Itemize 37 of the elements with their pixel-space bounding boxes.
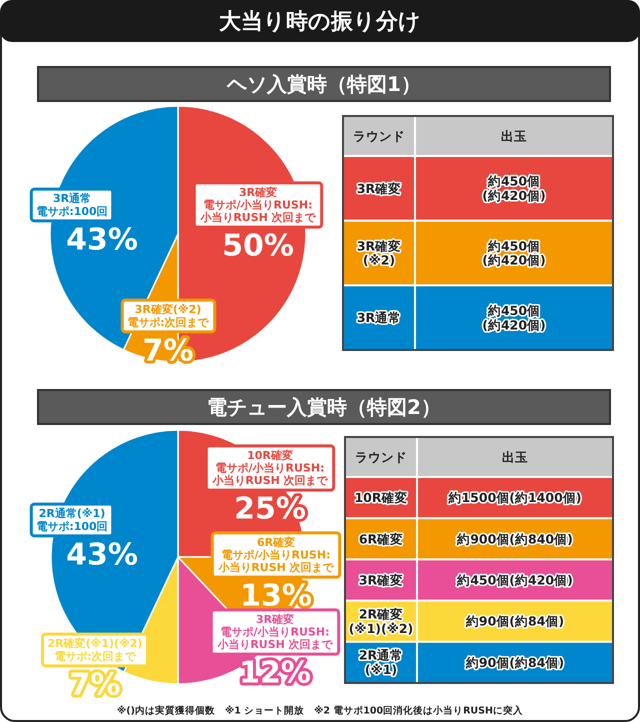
slice-label: 3R確変電サポ/小当りRUSH:小当りRUSH 次回まで	[216, 612, 334, 652]
text: 約1500個(約1400個)	[447, 490, 582, 506]
slice-label: 10R確変電サポ/小当りRUSH:小当りRUSH 次回まで	[211, 448, 329, 488]
text: 約450個 (約420個)	[482, 238, 546, 268]
data-label: 50%	[222, 228, 294, 264]
slice-label: 2R確変(※1)(※2)電サポ:次回まで	[48, 637, 142, 663]
text: 約450個 (約420個)	[482, 174, 546, 204]
data-label: 12%	[239, 656, 311, 691]
slice-label: 2R通常(※1)電サポ:100回	[36, 507, 108, 533]
text: 3R確変	[356, 180, 402, 196]
text: ラウンド	[355, 450, 407, 464]
data-label: 7%	[70, 667, 120, 702]
chart-subtitle: ヘソ入賞時（特図1）	[226, 72, 421, 96]
text: ※()内は実質獲得個数 ※1 ショート開放 ※2 電サポ100回消化後は小当りRUSHに突入	[117, 704, 524, 716]
text: 出玉	[501, 128, 527, 144]
text: ラウンド	[353, 128, 405, 144]
text: 3R確変	[358, 572, 404, 588]
text: 10R確変	[354, 490, 408, 506]
data-label: 43%	[66, 222, 138, 258]
text: 約450個(約420個)	[456, 572, 573, 588]
text: 3R通常	[356, 310, 402, 326]
slice-label: 3R確変(※2)電サポ:次回まで	[127, 303, 210, 329]
text: 2R通常 (※1)	[358, 648, 404, 678]
text: 出玉	[502, 450, 528, 464]
text: 約900個(約840個)	[456, 531, 573, 546]
data-label: 43%	[66, 537, 138, 572]
text: 6R確変	[358, 531, 404, 546]
slice-label: 3R通常電サポ:100回	[36, 192, 108, 218]
chart-title: 大当り時の振り分け	[219, 10, 421, 34]
text: 約450個 (約420個)	[482, 302, 546, 332]
slice-label: 3R確変電サポ/小当りRUSH:小当りRUSH 次回まで	[199, 186, 317, 224]
text: 2R確変 (※1)(※2)	[348, 606, 414, 636]
text: 3R確変 (※2)	[356, 238, 402, 268]
text: 約90個(約84個)	[464, 654, 564, 670]
text: 約90個(約84個)	[464, 614, 564, 629]
chart-title: 電チュー入賞時（特図2）	[207, 395, 441, 419]
slice-label: 6R確変電サポ/小当りRUSH:小当りRUSH 次回まで	[217, 536, 335, 574]
